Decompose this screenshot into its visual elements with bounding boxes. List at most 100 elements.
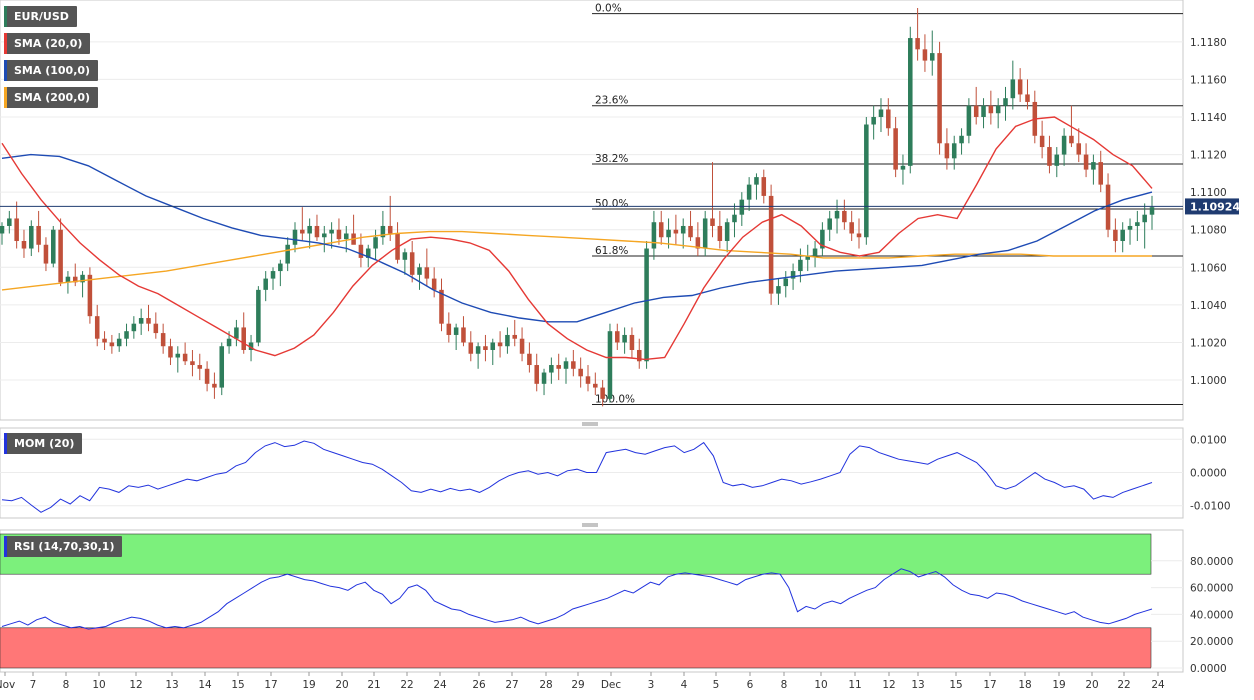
price-tick-label: 1.1100 bbox=[1190, 187, 1227, 199]
candle-body bbox=[36, 225, 41, 245]
candle-body bbox=[263, 278, 268, 290]
candle bbox=[754, 173, 759, 200]
momentum-panel[interactable]: 0.0100 0.0000 -0.0100 bbox=[0, 427, 1231, 519]
time-tick-label: 17 bbox=[983, 679, 996, 691]
candle-body bbox=[783, 278, 789, 287]
rsi-oversold-zone bbox=[0, 627, 1152, 669]
price-tick-label: 1.1120 bbox=[1190, 150, 1227, 162]
candle bbox=[636, 338, 642, 369]
candle-body bbox=[409, 252, 415, 275]
candle-body bbox=[461, 327, 466, 343]
candle bbox=[197, 353, 203, 381]
candle-body bbox=[827, 218, 832, 230]
price-panel[interactable]: 0.0%23.6%38.2%50.0%61.8%100.0% 1.11801.1… bbox=[0, 0, 1240, 421]
rsi-panel[interactable]: 80.0000 60.0000 40.0000 20.0000 0.0000 bbox=[0, 529, 1233, 675]
candle bbox=[886, 98, 891, 136]
sma200-badge[interactable]: SMA (200,0) bbox=[4, 87, 99, 108]
candle bbox=[1017, 68, 1023, 102]
candle-body bbox=[322, 233, 327, 238]
candle-body bbox=[849, 222, 854, 234]
candle bbox=[1113, 218, 1118, 253]
candle-body bbox=[944, 143, 950, 159]
candle-body bbox=[87, 274, 93, 317]
candle-body bbox=[153, 323, 159, 334]
candle-body bbox=[14, 218, 19, 242]
candle-body bbox=[483, 346, 488, 350]
candle-body bbox=[549, 365, 554, 373]
candle-body bbox=[673, 229, 679, 234]
candle bbox=[285, 237, 290, 272]
sma20-badge[interactable]: SMA (20,0) bbox=[4, 33, 91, 54]
candle bbox=[549, 357, 554, 384]
candle bbox=[732, 203, 737, 238]
candle bbox=[695, 222, 701, 257]
mom-label: MOM (20) bbox=[14, 437, 75, 450]
candle-body bbox=[790, 271, 796, 279]
candle-body bbox=[124, 331, 129, 339]
candle bbox=[373, 229, 378, 260]
candle-body bbox=[834, 210, 840, 219]
mom-badge[interactable]: MOM (20) bbox=[4, 433, 83, 454]
candle bbox=[263, 271, 268, 302]
candle-body bbox=[966, 105, 972, 136]
candle bbox=[929, 30, 935, 76]
candle-body bbox=[556, 365, 561, 369]
sma20-label: SMA (20,0) bbox=[14, 37, 83, 50]
candle-body bbox=[593, 383, 598, 388]
candle bbox=[234, 319, 239, 347]
candle-body bbox=[43, 244, 49, 264]
candle bbox=[988, 90, 994, 125]
candle-body bbox=[812, 248, 818, 257]
pane-splitter-2[interactable] bbox=[582, 523, 598, 527]
candle bbox=[768, 184, 774, 305]
fibonacci-levels: 0.0% 23.6% 38.2% 50.0% 61.8% 100.0% bbox=[592, 3, 1183, 405]
sma100-badge[interactable]: SMA (100,0) bbox=[4, 60, 99, 81]
price-panel-frame bbox=[0, 0, 1184, 421]
candle bbox=[483, 334, 488, 362]
candle-body bbox=[431, 278, 437, 290]
candle bbox=[900, 154, 906, 185]
candle bbox=[1120, 222, 1125, 253]
candle bbox=[578, 357, 583, 388]
pane-splitter-1[interactable] bbox=[582, 422, 598, 426]
candle-body bbox=[680, 225, 686, 234]
candle bbox=[1091, 154, 1096, 185]
candle-body bbox=[29, 225, 34, 249]
candle bbox=[849, 210, 854, 242]
candle-body bbox=[387, 225, 393, 234]
candle bbox=[175, 346, 181, 373]
candle-body bbox=[490, 342, 496, 350]
candle-body bbox=[131, 323, 137, 332]
candle-body bbox=[160, 333, 166, 347]
candle bbox=[600, 380, 605, 407]
rsi-badge[interactable]: RSI (14,70,30,1) bbox=[4, 536, 123, 557]
last-price-tag-bg bbox=[1185, 198, 1239, 215]
candle-body bbox=[292, 229, 298, 245]
candle-body bbox=[373, 237, 378, 249]
candle bbox=[629, 327, 635, 358]
fib-level-label: 50.0% bbox=[595, 198, 628, 210]
candle bbox=[116, 333, 122, 352]
time-tick-label: 20 bbox=[1085, 679, 1098, 691]
price-gridlines bbox=[0, 41, 1183, 381]
candle-body bbox=[878, 109, 884, 117]
candlesticks bbox=[0, 8, 1155, 407]
time-tick-label: 29 bbox=[571, 679, 584, 691]
candle bbox=[0, 222, 5, 245]
candle-body bbox=[1149, 207, 1155, 215]
candle bbox=[94, 304, 100, 347]
candle bbox=[864, 116, 869, 245]
rsi-tick-label: 60.0000 bbox=[1190, 583, 1233, 595]
candle bbox=[607, 323, 613, 403]
candle-body bbox=[270, 271, 276, 279]
candle bbox=[805, 244, 811, 272]
candle bbox=[673, 214, 679, 245]
candle-body bbox=[571, 361, 576, 369]
candle-body bbox=[959, 135, 964, 144]
candle bbox=[468, 331, 474, 362]
candle-body bbox=[505, 334, 510, 347]
candle-body bbox=[65, 276, 71, 283]
price-tick-label: 1.1020 bbox=[1190, 337, 1227, 349]
time-tick-label: 15 bbox=[231, 679, 244, 691]
symbol-badge[interactable]: EUR/USD bbox=[4, 6, 77, 27]
